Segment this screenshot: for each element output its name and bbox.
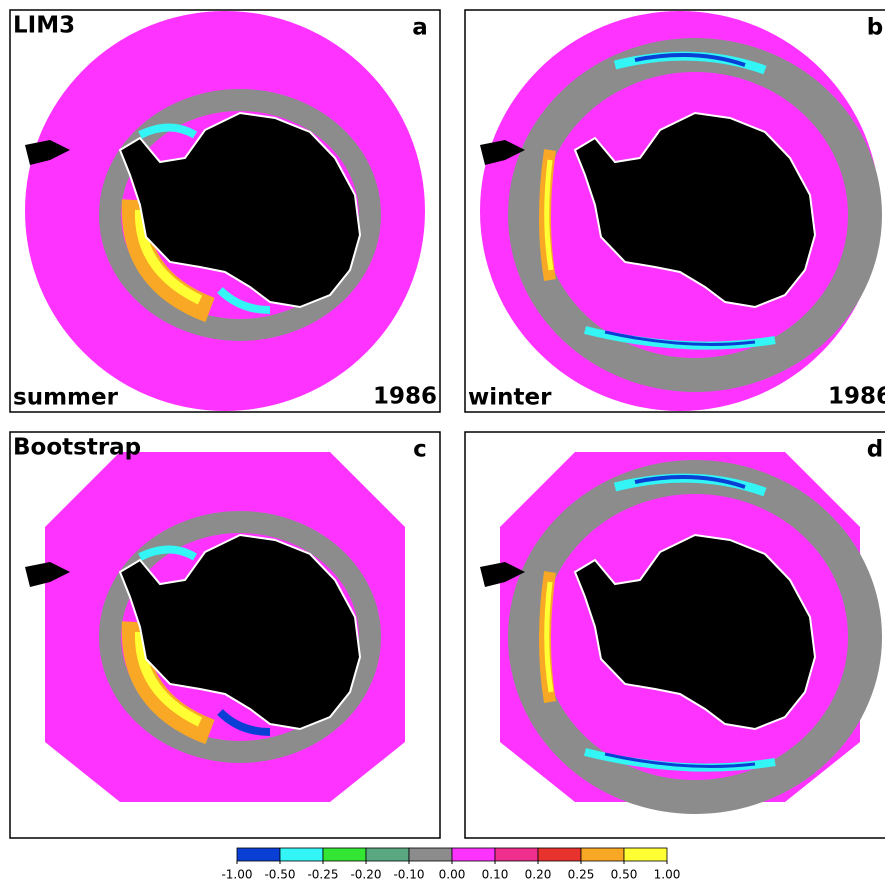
colorbar-tick-label: 0.00 [439, 868, 466, 882]
map-panel: b winter 1986 [465, 10, 885, 412]
season-label: summer [13, 385, 119, 411]
colorbar-swatch [581, 848, 624, 861]
colorbar-tick-label: 0.50 [611, 868, 638, 882]
colorbar-swatch [237, 848, 280, 861]
colorbar-tick-label: 0.20 [525, 868, 552, 882]
colorbar-tick-label: -0.10 [393, 868, 424, 882]
year-label: 1986 [373, 384, 437, 410]
colorbar-tick-label: 1.00 [654, 868, 681, 882]
panel-letter: c [413, 437, 427, 463]
panel-title: LIM3 [13, 13, 75, 39]
colorbar-tick-label: 0.10 [482, 868, 509, 882]
map-panel: a LIM3 summer 1986 [10, 10, 440, 412]
panel-letter: a [412, 15, 428, 41]
season-label: winter [468, 385, 552, 411]
colorbar-swatch [624, 848, 667, 861]
colorbar-swatch [452, 848, 495, 861]
colorbar-swatch [366, 848, 409, 861]
figure: a LIM3 summer 1986 b winter 1986 c Bootstrap d -1.… [0, 0, 885, 884]
colorbar-tick-label: 0.25 [568, 868, 595, 882]
colorbar-swatch [538, 848, 581, 861]
colorbar-swatch [409, 848, 452, 861]
panel-letter: d [867, 437, 883, 463]
map-panel: c Bootstrap [10, 432, 440, 838]
colorbar: -1.00 -0.50 -0.25 -0.20 -0.10 0.00 0.10 0.20 0.2… [221, 848, 680, 882]
panel-title: Bootstrap [13, 435, 141, 461]
colorbar-swatch [323, 848, 366, 861]
colorbar-tick-label: -0.25 [307, 868, 338, 882]
colorbar-tick-label: -0.50 [264, 868, 295, 882]
map-panel: d [465, 432, 885, 838]
year-label: 1986 [828, 384, 885, 410]
panel-letter: b [867, 15, 883, 41]
colorbar-tick-label: -0.20 [350, 868, 381, 882]
colorbar-tick-label: -1.00 [221, 868, 252, 882]
colorbar-swatch [280, 848, 323, 861]
colorbar-swatch [495, 848, 538, 861]
